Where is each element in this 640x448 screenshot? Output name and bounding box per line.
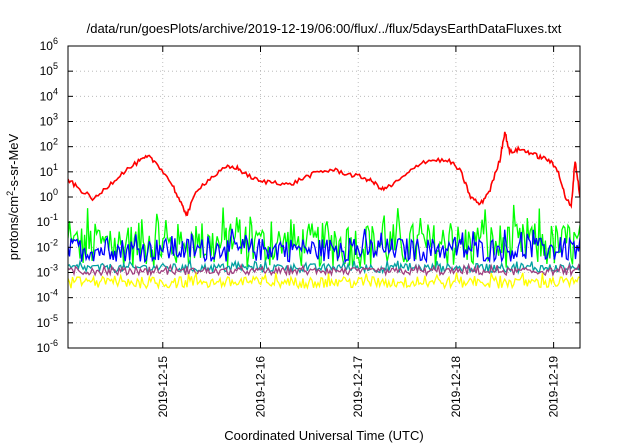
chart-title: /data/run/goesPlots/archive/2019-12-19/0… [87, 21, 562, 36]
series-line [68, 204, 580, 268]
y-axis-label-rest: -s-sr-MeV [6, 133, 21, 190]
y-tick-label: 101 [40, 162, 58, 179]
y-tick-label: 106 [40, 36, 58, 53]
series-line [68, 257, 580, 276]
x-tick-label: 2019-12-17 [351, 356, 365, 418]
y-tick-label: 10-3 [37, 263, 58, 280]
y-tick-label: 105 [40, 61, 58, 78]
y-tick-label: 10-2 [37, 237, 58, 254]
series-line [68, 271, 580, 291]
y-tick-label: 10-4 [37, 288, 58, 305]
x-axis-label: Coordinated Universal Time (UTC) [224, 428, 423, 443]
series-line [68, 262, 580, 278]
y-axis-label-superscript: 2 [5, 191, 15, 196]
y-tick-label: 103 [40, 112, 58, 129]
series-line [68, 228, 580, 264]
x-tick-label: 2019-12-19 [547, 356, 561, 418]
grid [68, 46, 580, 348]
y-tick-label: 102 [40, 137, 58, 154]
y-tick-label: 104 [40, 86, 58, 103]
x-tick-label: 2019-12-15 [156, 356, 170, 418]
y-tick-label: 100 [40, 187, 58, 204]
y-tick-label: 10-6 [37, 338, 58, 355]
y-tick-label: 10-5 [37, 313, 58, 330]
y-tick-label: 10-1 [37, 212, 58, 229]
y-axis-label: protons/cm2-s-sr-MeV [5, 133, 21, 260]
y-axis-label-main: protons/cm [6, 196, 21, 260]
x-tick-label: 2019-12-18 [449, 356, 463, 418]
y-tick-labels: 10-6 10-5 10-4 10-3 10-2 10-1 100 101 102 103 104 1… [37, 36, 580, 355]
x-tick-labels: 2019-12-15 2019-12-16 2019-12-17 2019-12-18… [156, 46, 561, 417]
series-line [68, 131, 580, 217]
x-tick-label: 2019-12-16 [253, 356, 267, 418]
series-group [68, 131, 580, 291]
